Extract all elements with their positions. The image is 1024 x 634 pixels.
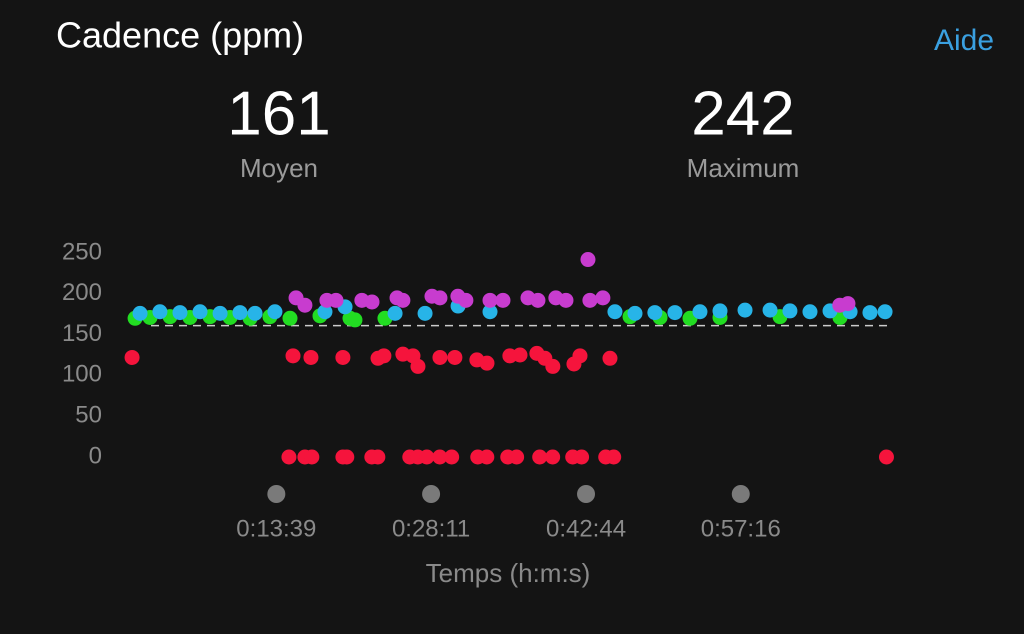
- data-point: [267, 304, 283, 320]
- data-point: [580, 252, 596, 268]
- data-point: [335, 349, 351, 365]
- data-point: [692, 304, 708, 320]
- data-point: [558, 292, 574, 308]
- data-point: [297, 297, 313, 313]
- y-tick-label: 0: [89, 442, 102, 469]
- data-point: [647, 305, 663, 321]
- y-tick-label: 100: [62, 361, 102, 388]
- data-point: [192, 304, 208, 320]
- data-point: [285, 348, 301, 364]
- data-point: [530, 292, 546, 308]
- y-tick-label: 150: [62, 320, 102, 347]
- data-point: [482, 292, 498, 308]
- data-point: [410, 358, 426, 374]
- data-point: [512, 347, 528, 363]
- stat-value: 161: [227, 79, 330, 148]
- data-point: [712, 303, 728, 319]
- data-point: [762, 302, 778, 318]
- data-point: [458, 292, 474, 308]
- help-link[interactable]: Aide: [934, 24, 994, 57]
- y-tick-label: 200: [62, 279, 102, 306]
- data-point: [572, 348, 588, 364]
- data-point: [432, 290, 448, 306]
- data-point: [532, 449, 548, 465]
- data-point: [495, 292, 511, 308]
- data-point: [387, 305, 403, 321]
- data-point: [737, 302, 753, 318]
- data-point: [479, 355, 495, 371]
- y-tick-label: 250: [62, 238, 102, 265]
- data-point: [172, 305, 188, 321]
- data-point: [395, 292, 411, 308]
- data-point: [627, 305, 643, 321]
- data-point: [802, 304, 818, 320]
- data-point: [232, 305, 248, 321]
- data-point: [432, 349, 448, 365]
- data-point: [304, 449, 320, 465]
- data-point: [419, 449, 435, 465]
- data-point: [339, 449, 355, 465]
- data-point: [303, 349, 319, 365]
- data-point: [124, 349, 140, 365]
- data-point: [667, 305, 683, 321]
- data-point: [417, 305, 433, 321]
- data-point: [595, 290, 611, 306]
- data-point: [444, 449, 460, 465]
- data-point: [545, 358, 561, 374]
- data-point: [877, 304, 893, 320]
- data-point: [317, 304, 333, 320]
- data-point: [782, 303, 798, 319]
- data-point: [281, 449, 297, 465]
- data-point: [364, 294, 380, 310]
- data-point: [370, 449, 386, 465]
- data-point: [212, 305, 228, 321]
- data-point: [606, 449, 622, 465]
- data-point: [862, 305, 878, 321]
- data-point: [607, 304, 623, 320]
- data-point: [432, 449, 448, 465]
- x-tick-label: 0:42:44: [546, 515, 626, 542]
- x-axis-label: Temps (h:m:s): [426, 558, 591, 588]
- data-point: [376, 348, 392, 364]
- data-point: [545, 449, 561, 465]
- data-point: [574, 449, 590, 465]
- data-point: [602, 350, 618, 366]
- x-tick-label: 0:28:11: [392, 515, 470, 542]
- data-point: [328, 292, 344, 308]
- data-point: [247, 305, 263, 321]
- data-point: [479, 449, 495, 465]
- data-point: [447, 349, 463, 365]
- data-point: [840, 296, 856, 312]
- x-tick-dot: [577, 485, 596, 503]
- chart-title: Cadence (ppm): [56, 15, 304, 56]
- x-tick-dot: [422, 485, 441, 503]
- data-point: [132, 305, 148, 321]
- data-point: [509, 449, 525, 465]
- stat-label: Moyen: [240, 153, 318, 183]
- y-tick-label: 50: [75, 402, 102, 429]
- data-point: [582, 292, 598, 308]
- data-point: [878, 449, 894, 465]
- data-point: [347, 312, 363, 328]
- stat-label: Maximum: [687, 153, 800, 183]
- x-tick-label: 0:57:16: [701, 515, 781, 542]
- x-tick-dot: [731, 485, 750, 503]
- x-tick-dot: [267, 485, 286, 503]
- stat-value: 242: [691, 79, 794, 148]
- data-point: [152, 304, 168, 320]
- data-point: [282, 310, 298, 326]
- x-tick-label: 0:13:39: [236, 515, 316, 542]
- data-point: [482, 304, 498, 320]
